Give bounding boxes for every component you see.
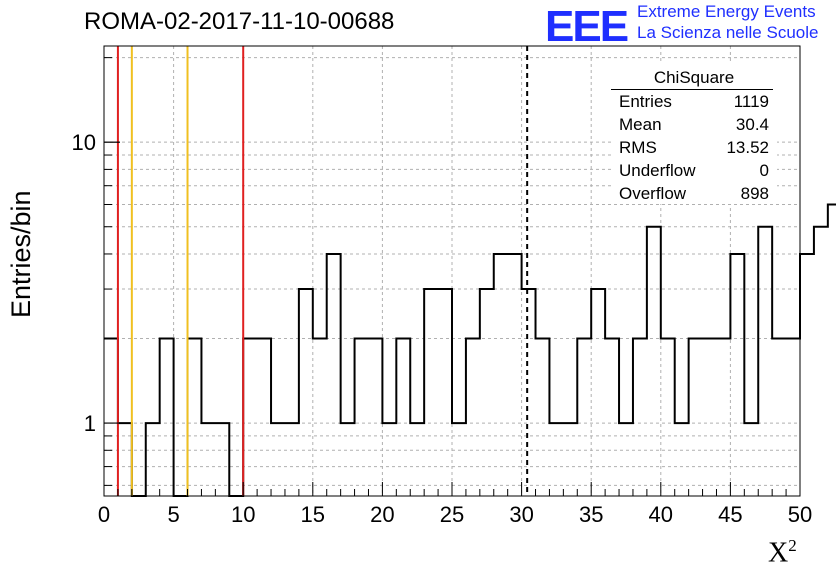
stats-value: 13.52 <box>726 138 769 157</box>
eee-logo: EEE <box>545 2 629 51</box>
histogram-bin <box>786 339 800 496</box>
stats-key: Entries <box>619 92 672 111</box>
stats-value: 898 <box>740 184 769 203</box>
x-tick-label: 30 <box>509 502 533 527</box>
axes <box>103 45 801 497</box>
stats-row-entries: Entries 1119 <box>611 92 777 115</box>
histogram-bins <box>104 203 836 497</box>
histogram-bin <box>257 339 271 496</box>
stats-row-rms: RMS 13.52 <box>611 138 777 161</box>
histogram-bin <box>703 339 717 496</box>
x-tick-label: 5 <box>167 502 179 527</box>
histogram-bin <box>188 339 202 496</box>
histogram-bin <box>271 423 285 496</box>
histogram-bin <box>758 227 772 496</box>
histogram-bin <box>355 339 369 496</box>
histogram-bin <box>633 339 647 496</box>
stats-value: 30.4 <box>735 115 769 134</box>
x-tick-label: 50 <box>788 502 812 527</box>
histogram-bin <box>647 227 661 496</box>
x-tick-label: 25 <box>440 502 464 527</box>
histogram-bin <box>619 423 633 496</box>
histogram-bin <box>814 227 828 496</box>
stats-row-underflow: Underflow 0 <box>611 161 777 184</box>
histogram-bin <box>536 339 550 496</box>
marker-lines <box>116 46 529 496</box>
histogram-bin <box>744 423 758 496</box>
y-axis-label: Entries/bin <box>6 190 36 318</box>
histogram-bin <box>661 339 675 496</box>
logo-caption-line1: Extreme Energy Events <box>637 2 816 21</box>
histogram-bin <box>828 204 836 496</box>
histogram-bin <box>716 339 730 496</box>
histogram-bin <box>605 339 619 496</box>
histogram-bin <box>800 254 814 496</box>
histogram-bin <box>341 423 355 496</box>
histogram-bin <box>104 339 118 496</box>
stats-key: Overflow <box>619 184 687 203</box>
tick-labels: 0 5 10 15 20 25 30 35 40 45 50 1 10 <box>72 130 813 527</box>
histogram-bin <box>424 289 438 496</box>
histogram-bin <box>410 423 424 496</box>
x-tick-label: 35 <box>579 502 603 527</box>
histogram-bin <box>215 423 229 496</box>
stats-box-title: ChiSquare <box>653 68 735 87</box>
histogram-bin <box>327 254 341 496</box>
histogram-bin <box>563 423 577 496</box>
histogram-bin <box>508 254 522 496</box>
x-tick-label: 10 <box>231 502 255 527</box>
histogram-bin <box>675 423 689 496</box>
histogram-bin <box>313 339 327 496</box>
histogram-bin <box>522 289 536 496</box>
stats-value: 0 <box>759 161 769 180</box>
logo-caption-line2: La Scienza nelle Scuole <box>637 23 819 42</box>
histogram-bin <box>160 339 174 496</box>
histogram-bin <box>591 289 605 496</box>
x-tick-label: 0 <box>98 502 110 527</box>
histogram-bin <box>299 289 313 496</box>
stats-value: 1119 <box>733 92 769 111</box>
histogram-bin <box>772 339 786 496</box>
histogram-bin <box>549 423 563 496</box>
stats-box-divider <box>611 89 773 90</box>
histogram-bin <box>438 289 452 496</box>
stats-box: ChiSquare Entries 1119 Mean 30.4 RMS 13.… <box>611 64 777 204</box>
histogram-bin <box>452 423 466 496</box>
histogram-bin <box>466 339 480 496</box>
histogram-bin <box>382 423 396 496</box>
histogram-bin <box>730 254 744 496</box>
histogram-bin <box>480 289 494 496</box>
stats-row-mean: Mean 30.4 <box>611 115 777 138</box>
x-tick-label: 20 <box>370 502 394 527</box>
stats-key: RMS <box>619 138 657 157</box>
x-tick-label: 15 <box>301 502 325 527</box>
y-tick-label: 1 <box>84 411 96 436</box>
stats-row-overflow: Overflow 898 <box>611 184 777 207</box>
x-tick-label: 45 <box>718 502 742 527</box>
histogram-bin <box>118 423 132 496</box>
histogram-bin <box>285 423 299 496</box>
stats-key: Mean <box>619 115 662 134</box>
histogram-bin <box>577 339 591 496</box>
histogram-bin <box>396 339 410 496</box>
histogram-outline <box>104 203 836 497</box>
x-tick-label: 40 <box>649 502 673 527</box>
histogram-bin <box>201 423 215 496</box>
histogram-bin <box>494 254 508 496</box>
histogram-bin <box>368 339 382 496</box>
histogram-bin <box>243 339 257 496</box>
stats-key: Underflow <box>619 161 696 180</box>
x-axis-label: X2 <box>768 536 797 569</box>
histogram-bin <box>146 423 160 496</box>
y-tick-label: 10 <box>72 130 96 155</box>
chart-title: ROMA-02-2017-11-10-00688 <box>84 8 395 35</box>
histogram-bin <box>689 339 703 496</box>
